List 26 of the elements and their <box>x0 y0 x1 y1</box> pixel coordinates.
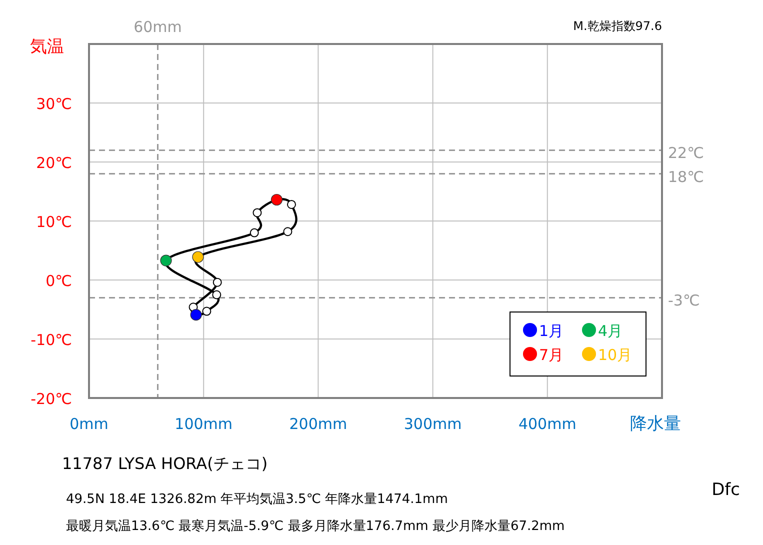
ref-line-label: 60mm <box>134 18 182 36</box>
x-tick-label: 100mm <box>174 415 233 433</box>
ref-line-label: 18℃ <box>668 168 704 186</box>
x-tick-label: 300mm <box>404 415 462 433</box>
text: 49.5N 18.4E 1326.82m 年平均気温3.5℃ 年降水量1474.1mm <box>66 492 448 507</box>
legend-label: 4月 <box>598 322 623 340</box>
x-tick-label: 400mm <box>518 415 576 433</box>
x-tick-label: 200mm <box>289 415 348 433</box>
x-axis-title: 降水量 <box>630 414 681 434</box>
y-tick-label: -20℃ <box>30 390 72 408</box>
ref-line-label: -3℃ <box>668 292 700 310</box>
ref-line-label: 22℃ <box>668 144 704 162</box>
y-tick-label: 10℃ <box>36 213 72 231</box>
text: M.乾燥指数97.6 <box>573 19 662 33</box>
y-axis-title: 気温 <box>30 37 64 57</box>
y-tick-label: 30℃ <box>36 95 72 113</box>
legend-label: 7月 <box>539 346 564 364</box>
y-tick-label: 0℃ <box>46 272 72 290</box>
y-tick-label: 20℃ <box>36 154 72 172</box>
text: 11787 LYSA HORA(チェコ) <box>62 454 268 473</box>
text: Dfc <box>712 480 740 500</box>
text: 最暖月気温13.6℃ 最寒月気温-5.9℃ 最多月降水量176.7mm 最少月降水量67.2mm <box>66 518 565 534</box>
x-tick-label: 0mm <box>70 415 108 433</box>
legend-label: 1月 <box>539 322 564 340</box>
legend-label: 10月 <box>598 346 632 364</box>
y-tick-label: -10℃ <box>30 331 72 349</box>
